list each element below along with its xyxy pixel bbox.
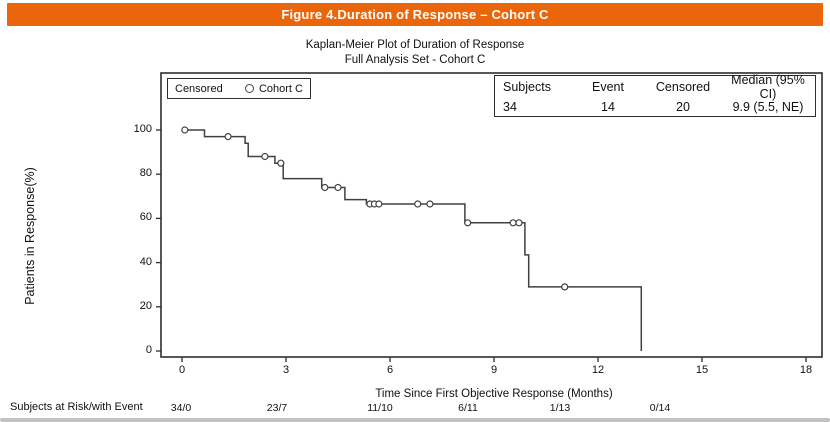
stats-header-event: Event xyxy=(592,80,624,94)
censor-mark xyxy=(334,183,342,192)
plot-frame xyxy=(160,72,823,358)
censor-mark xyxy=(464,219,472,227)
stats-value-event: 14 xyxy=(601,99,615,114)
summary-stats-box: Subjects Event Censored Median (95% CI) … xyxy=(494,73,816,117)
legend-box: Censored Cohort C xyxy=(167,78,311,99)
legend-series-label: Cohort C xyxy=(258,82,303,95)
censor-mark xyxy=(277,159,285,167)
chart-subtitle: Full Analysis Set - Cohort C xyxy=(344,54,486,66)
stats-header-median: Median (95% CI) xyxy=(731,73,805,101)
censor-mark xyxy=(561,283,569,291)
censor-mark xyxy=(515,219,523,227)
page-bottom-divider xyxy=(0,418,830,422)
censor-mark xyxy=(375,200,383,208)
stats-value-median: 9.9 (5.5, NE) xyxy=(732,99,804,114)
at-risk-row-label: Subjects at Risk/with Event xyxy=(10,401,143,413)
censor-mark xyxy=(181,126,189,134)
censor-mark xyxy=(321,183,329,192)
stats-header-censored: Censored xyxy=(655,80,711,94)
legend-censored-label: Censored xyxy=(175,82,223,95)
chart-title: Kaplan-Meier Plot of Duration of Respons… xyxy=(305,39,525,51)
figure-banner-title: Figure 4.Duration of Response – Cohort C xyxy=(7,3,823,26)
stats-value-censored: 20 xyxy=(676,99,690,114)
censor-mark xyxy=(509,219,517,227)
censor-mark xyxy=(261,152,269,161)
stats-header-subjects: Subjects xyxy=(503,80,551,94)
censor-marker-icon xyxy=(244,84,254,93)
km-curve xyxy=(182,129,643,351)
censor-mark xyxy=(414,200,422,208)
censor-mark xyxy=(224,133,232,141)
censor-mark xyxy=(426,200,434,208)
stats-value-subjects: 34 xyxy=(503,99,517,114)
x-axis-title: Time Since First Objective Response (Mon… xyxy=(375,388,613,400)
